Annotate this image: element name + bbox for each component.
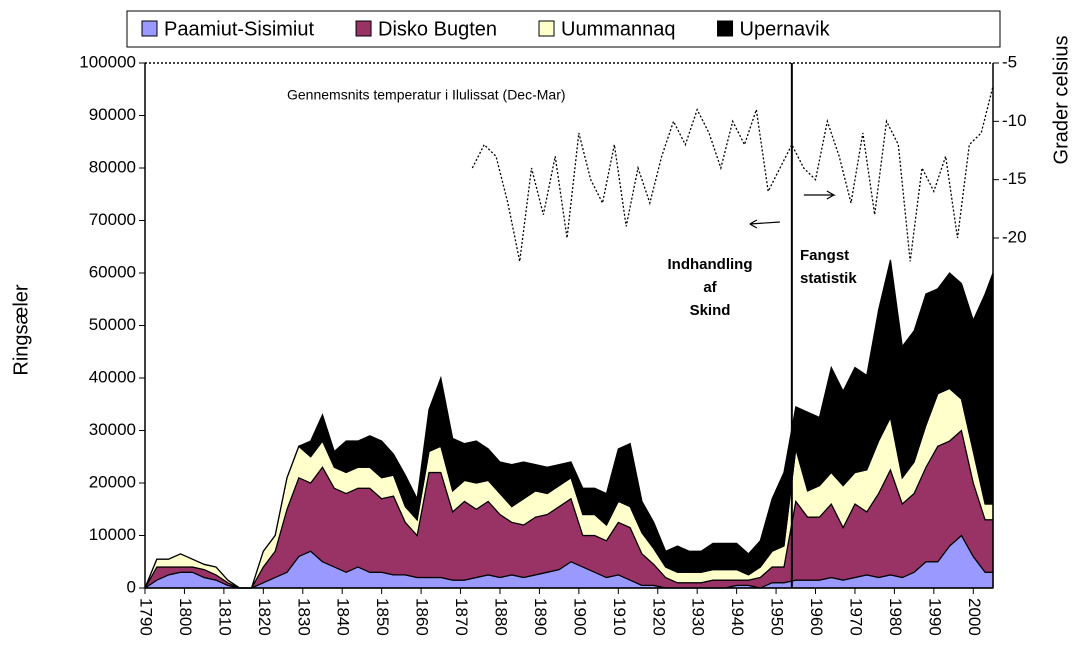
x-tick-label: 1880 [491, 598, 510, 636]
y-tick-label: 40000 [89, 367, 136, 386]
y-tick-label: 10000 [89, 525, 136, 544]
x-tick-label: 1970 [846, 598, 865, 636]
x-tick-label: 1940 [728, 598, 747, 636]
x-tick-label: 1990 [925, 598, 944, 636]
y-tick-label: 90000 [89, 105, 136, 124]
annotation: Skind [690, 302, 731, 319]
x-tick-label: 1810 [215, 598, 234, 636]
x-tick-label: 1860 [413, 598, 432, 636]
legend-swatch [538, 20, 555, 37]
legend-label: Paamiut-Sisimiut [164, 18, 314, 40]
temperature-line [471, 86, 994, 262]
x-tick-label: 1830 [294, 598, 313, 636]
annotation: Indhandling [668, 256, 753, 273]
x-tick-label: 1890 [531, 598, 550, 636]
x-tick-label: 1840 [334, 598, 353, 636]
x-tick-label: 1980 [886, 598, 905, 636]
y2-tick-label: -15 [1002, 169, 1027, 188]
y-tick-label: 50000 [89, 315, 136, 334]
y2-tick-label: -20 [1002, 227, 1027, 246]
annotation: af [703, 279, 717, 296]
legend-box [126, 10, 1001, 48]
line-annotation: Gennemsnits temperatur i Ilulissat (Dec-… [287, 87, 566, 103]
x-tick-label: 1930 [689, 598, 708, 636]
y-tick-label: 100000 [79, 52, 136, 71]
y-tick-label: 20000 [89, 472, 136, 491]
x-tick-label: 1920 [649, 598, 668, 636]
y-axis-label: Ringsæler [10, 284, 32, 375]
x-tick-label: 1960 [807, 598, 826, 636]
y2-axis-label: Grader celsius [1050, 36, 1072, 165]
y-tick-label: 80000 [89, 157, 136, 176]
legend-swatch [141, 20, 158, 37]
arrow-left [749, 219, 780, 229]
annotation: Fangst [800, 247, 849, 264]
y-tick-label: 30000 [89, 420, 136, 439]
x-tick-label: 1800 [176, 598, 195, 636]
arrow-right [803, 190, 837, 200]
legend-label: Disko Bugten [378, 18, 497, 40]
x-tick-label: 2000 [965, 598, 984, 636]
x-tick-label: 1790 [137, 598, 156, 636]
annotation: statistik [800, 270, 857, 287]
legend-label: Upernavik [740, 18, 831, 40]
x-tick-label: 1850 [373, 598, 392, 636]
y-tick-label: 60000 [89, 262, 136, 281]
x-tick-label: 1910 [610, 598, 629, 636]
legend-swatch [717, 20, 734, 37]
x-tick-label: 1820 [255, 598, 274, 636]
y-tick-label: 0 [127, 577, 136, 596]
x-tick-label: 1900 [570, 598, 589, 636]
x-tick-label: 1870 [452, 598, 471, 636]
y2-tick-label: -5 [1002, 52, 1017, 71]
legend-label: Uummannaq [561, 18, 676, 40]
legend-swatch [355, 20, 372, 37]
x-tick-label: 1950 [768, 598, 787, 636]
y-tick-label: 70000 [89, 210, 136, 229]
y2-tick-label: -10 [1002, 111, 1027, 130]
